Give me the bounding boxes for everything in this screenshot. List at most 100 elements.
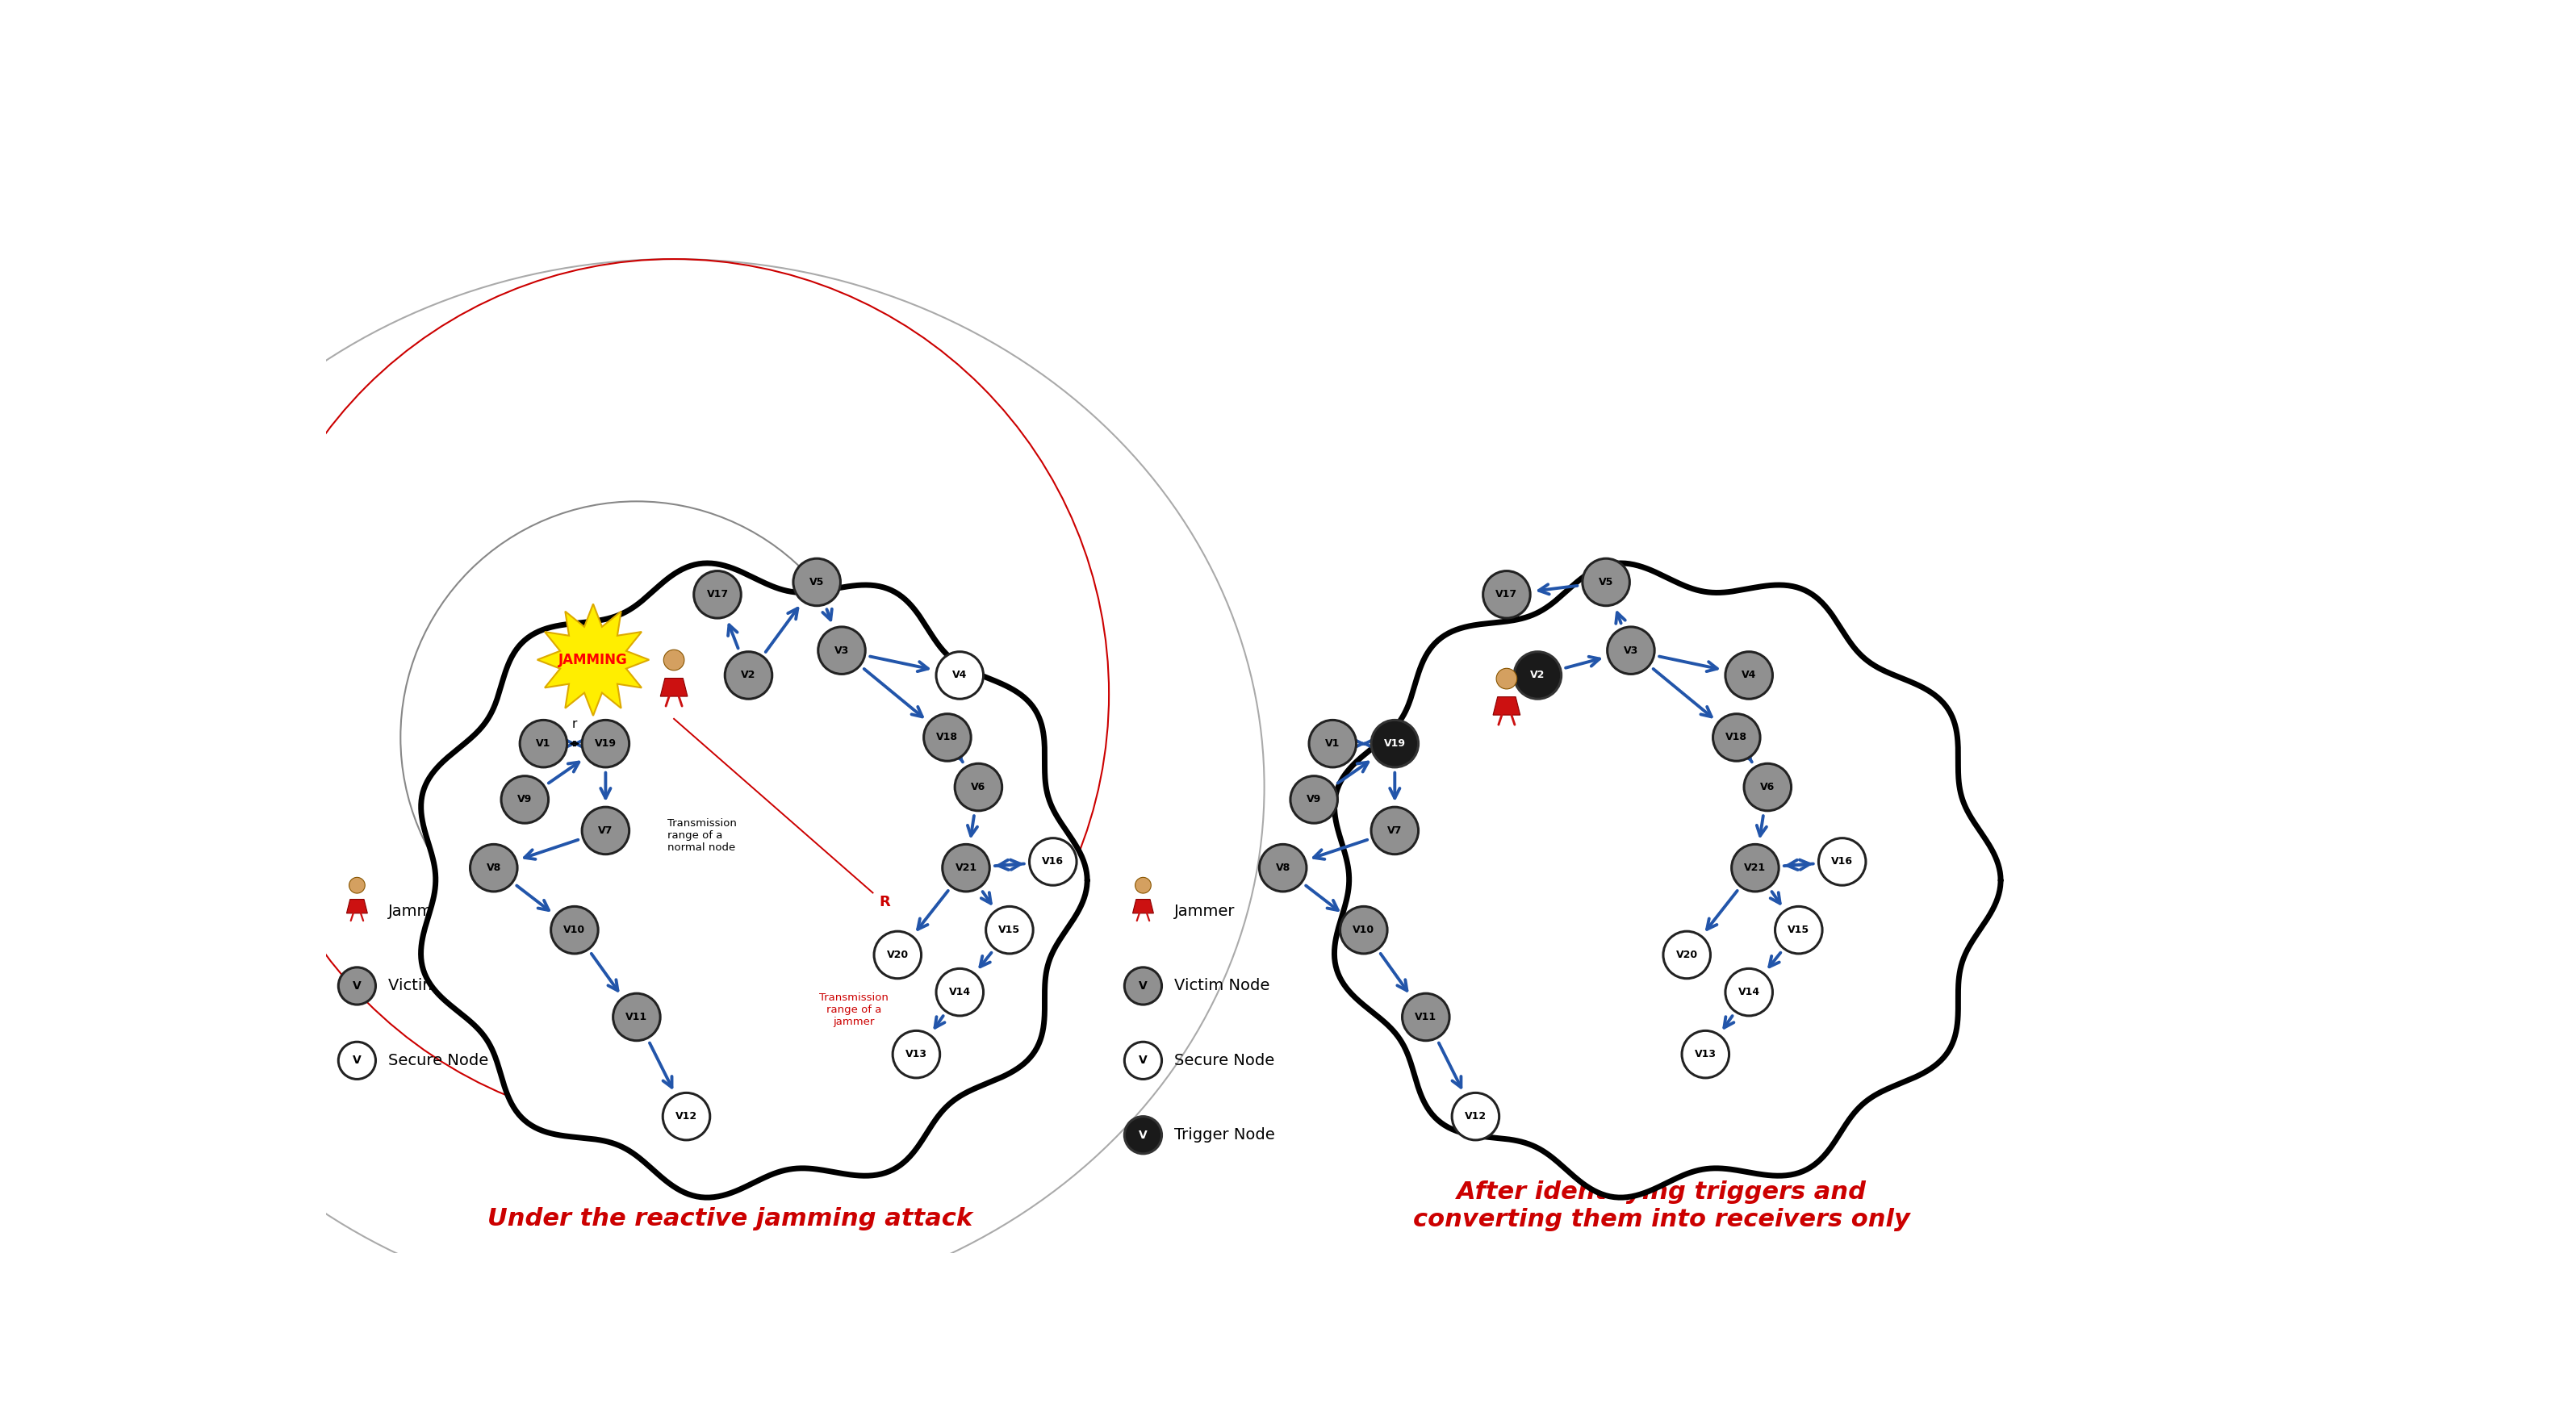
Text: V7: V7 [1388, 825, 1401, 836]
Text: Victim Node: Victim Node [1175, 979, 1270, 994]
Circle shape [471, 845, 518, 891]
Text: V17: V17 [706, 590, 729, 600]
Circle shape [1664, 931, 1710, 979]
Text: V20: V20 [886, 949, 909, 960]
Circle shape [1370, 807, 1419, 855]
Circle shape [935, 652, 984, 698]
Text: V6: V6 [971, 781, 987, 793]
Circle shape [819, 627, 866, 674]
Circle shape [1726, 652, 1772, 698]
Text: Trigger Node: Trigger Node [1175, 1128, 1275, 1143]
Text: V4: V4 [953, 670, 966, 680]
Circle shape [350, 877, 366, 893]
Text: V: V [353, 980, 361, 991]
Text: V5: V5 [809, 577, 824, 587]
Text: V: V [1139, 980, 1146, 991]
Text: Transmission
range of a
jammer: Transmission range of a jammer [819, 993, 889, 1026]
Circle shape [1731, 845, 1780, 891]
Circle shape [935, 969, 984, 1015]
Text: V19: V19 [595, 738, 616, 749]
Circle shape [1126, 1042, 1162, 1079]
Circle shape [1340, 907, 1388, 953]
Polygon shape [659, 679, 688, 697]
Text: V2: V2 [1530, 670, 1546, 680]
Polygon shape [1494, 697, 1520, 715]
Text: V18: V18 [1726, 732, 1747, 742]
Circle shape [894, 1031, 940, 1079]
Circle shape [665, 649, 685, 670]
Circle shape [1126, 967, 1162, 1004]
Circle shape [925, 714, 971, 762]
Text: V20: V20 [1677, 949, 1698, 960]
Circle shape [1582, 559, 1631, 605]
Text: V9: V9 [518, 794, 533, 805]
Text: V16: V16 [1832, 856, 1852, 867]
Text: V6: V6 [1759, 781, 1775, 793]
Polygon shape [538, 604, 649, 715]
Text: Transmission
range of a
normal node: Transmission range of a normal node [667, 818, 737, 853]
Text: V21: V21 [1744, 863, 1767, 873]
Circle shape [1453, 1093, 1499, 1140]
Circle shape [987, 907, 1033, 953]
Circle shape [1775, 907, 1821, 953]
Polygon shape [1334, 563, 2002, 1198]
Circle shape [551, 907, 598, 953]
Text: JAMMING: JAMMING [559, 652, 629, 667]
Text: V2: V2 [742, 670, 755, 680]
Circle shape [1744, 763, 1790, 811]
Text: V12: V12 [675, 1111, 698, 1122]
Circle shape [337, 967, 376, 1004]
Text: R: R [878, 895, 891, 910]
Circle shape [1682, 1031, 1728, 1079]
Polygon shape [420, 563, 1087, 1198]
Circle shape [1136, 877, 1151, 893]
Circle shape [1515, 652, 1561, 698]
Circle shape [943, 845, 989, 891]
Circle shape [873, 931, 922, 979]
Text: V4: V4 [1741, 670, 1757, 680]
Text: Jammer: Jammer [389, 904, 448, 919]
Text: V: V [1139, 1055, 1146, 1066]
Circle shape [337, 1042, 376, 1079]
Text: V10: V10 [1352, 925, 1376, 935]
Text: V10: V10 [564, 925, 585, 935]
Circle shape [1726, 969, 1772, 1015]
Text: Secure Node: Secure Node [1175, 1053, 1275, 1069]
Circle shape [1607, 627, 1654, 674]
Text: V21: V21 [956, 863, 976, 873]
Circle shape [1401, 994, 1450, 1041]
Circle shape [662, 1093, 711, 1140]
Circle shape [693, 570, 742, 618]
Polygon shape [1133, 900, 1154, 914]
Text: After identifying triggers and
converting them into receivers only: After identifying triggers and convertin… [1414, 1181, 1911, 1232]
Circle shape [1484, 570, 1530, 618]
Text: V13: V13 [904, 1049, 927, 1060]
Circle shape [1713, 714, 1759, 762]
Text: Victim Node: Victim Node [389, 979, 484, 994]
Text: V1: V1 [1324, 738, 1340, 749]
Text: V13: V13 [1695, 1049, 1716, 1060]
Circle shape [1291, 776, 1337, 824]
Text: V15: V15 [999, 925, 1020, 935]
Text: V16: V16 [1043, 856, 1064, 867]
Text: V14: V14 [1739, 987, 1759, 997]
Circle shape [520, 719, 567, 767]
Text: V: V [1139, 1129, 1146, 1140]
Text: V3: V3 [835, 645, 850, 656]
Circle shape [724, 652, 773, 698]
Text: Secure Node: Secure Node [389, 1053, 489, 1069]
Text: V14: V14 [948, 987, 971, 997]
Polygon shape [348, 900, 368, 914]
Text: V: V [353, 1055, 361, 1066]
Text: V11: V11 [626, 1012, 647, 1022]
Text: r: r [572, 718, 577, 729]
Circle shape [1260, 845, 1306, 891]
Circle shape [1030, 838, 1077, 886]
Circle shape [502, 776, 549, 824]
Circle shape [1309, 719, 1355, 767]
Text: V17: V17 [1497, 590, 1517, 600]
Text: Under the reactive jamming attack: Under the reactive jamming attack [487, 1207, 971, 1231]
Text: V3: V3 [1623, 645, 1638, 656]
Text: V19: V19 [1383, 738, 1406, 749]
Text: V12: V12 [1466, 1111, 1486, 1122]
